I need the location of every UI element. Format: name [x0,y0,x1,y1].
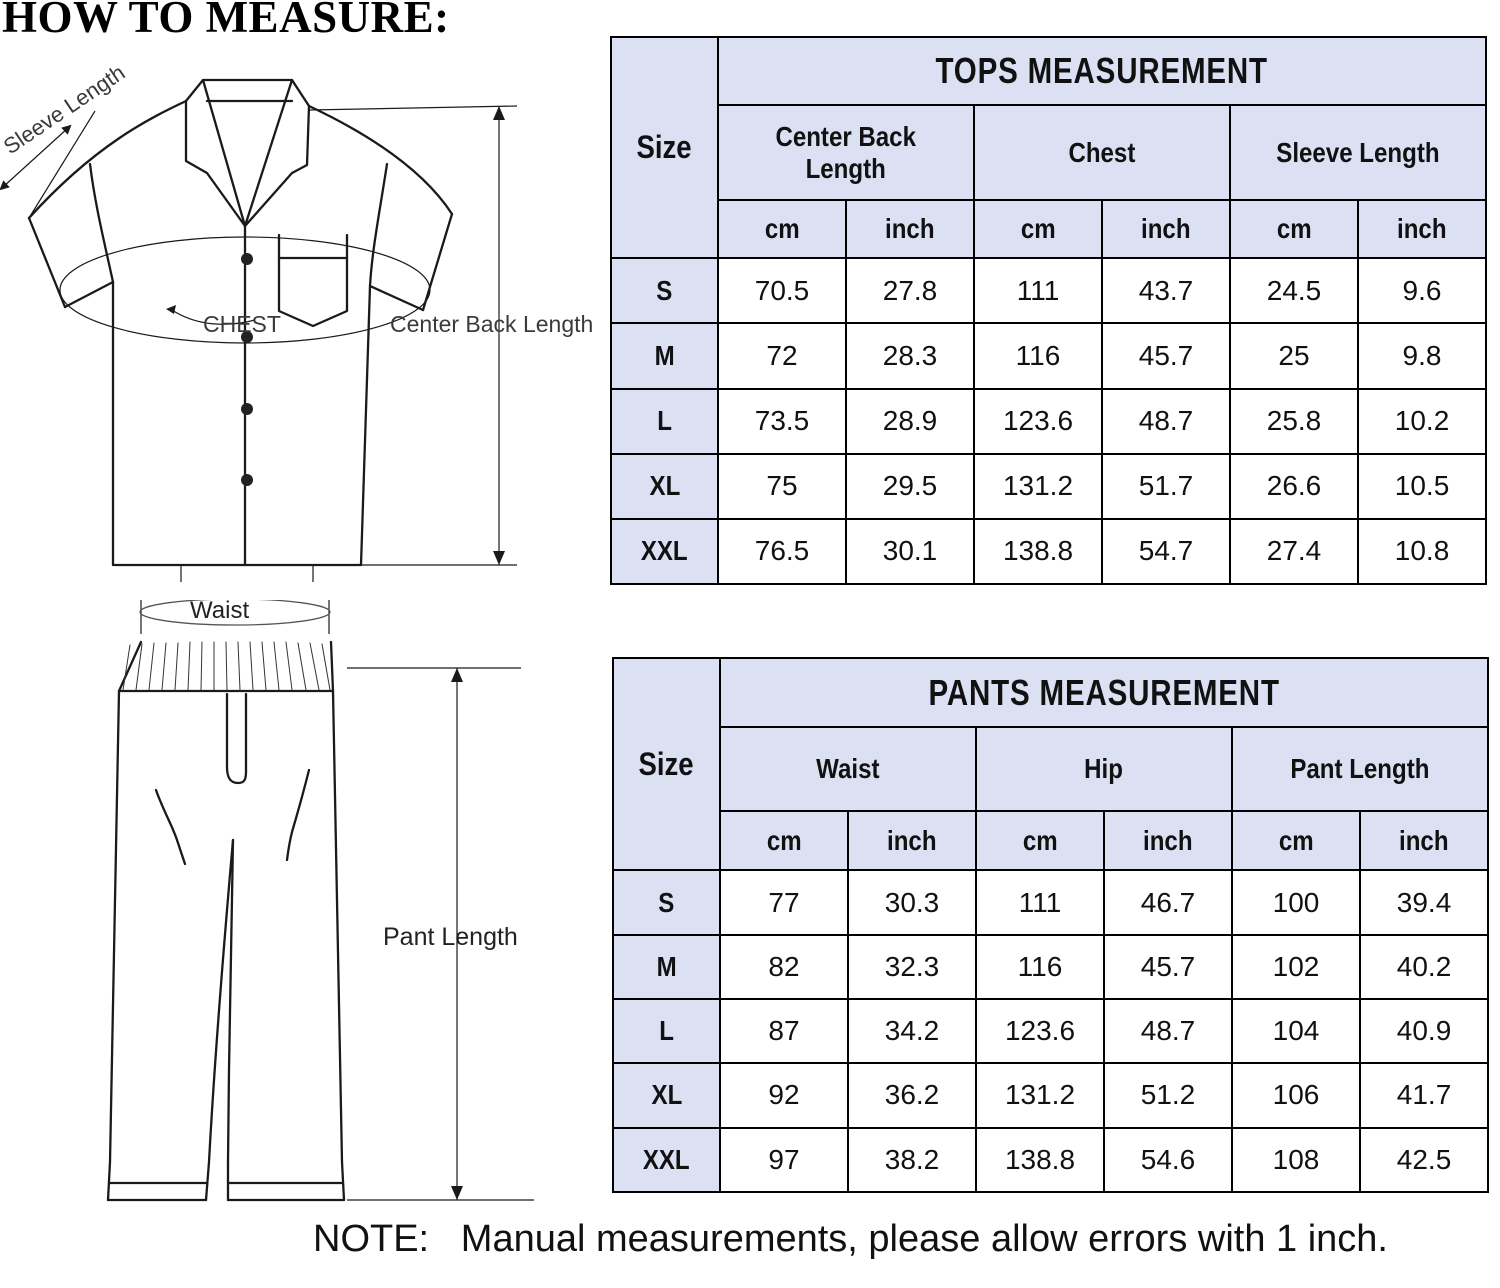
svg-text:Pant Length: Pant Length [383,923,518,951]
svg-text:Center Back Length: Center Back Length [390,311,593,337]
svg-text:CHEST: CHEST [203,311,281,337]
svg-text:Waist: Waist [190,600,249,624]
